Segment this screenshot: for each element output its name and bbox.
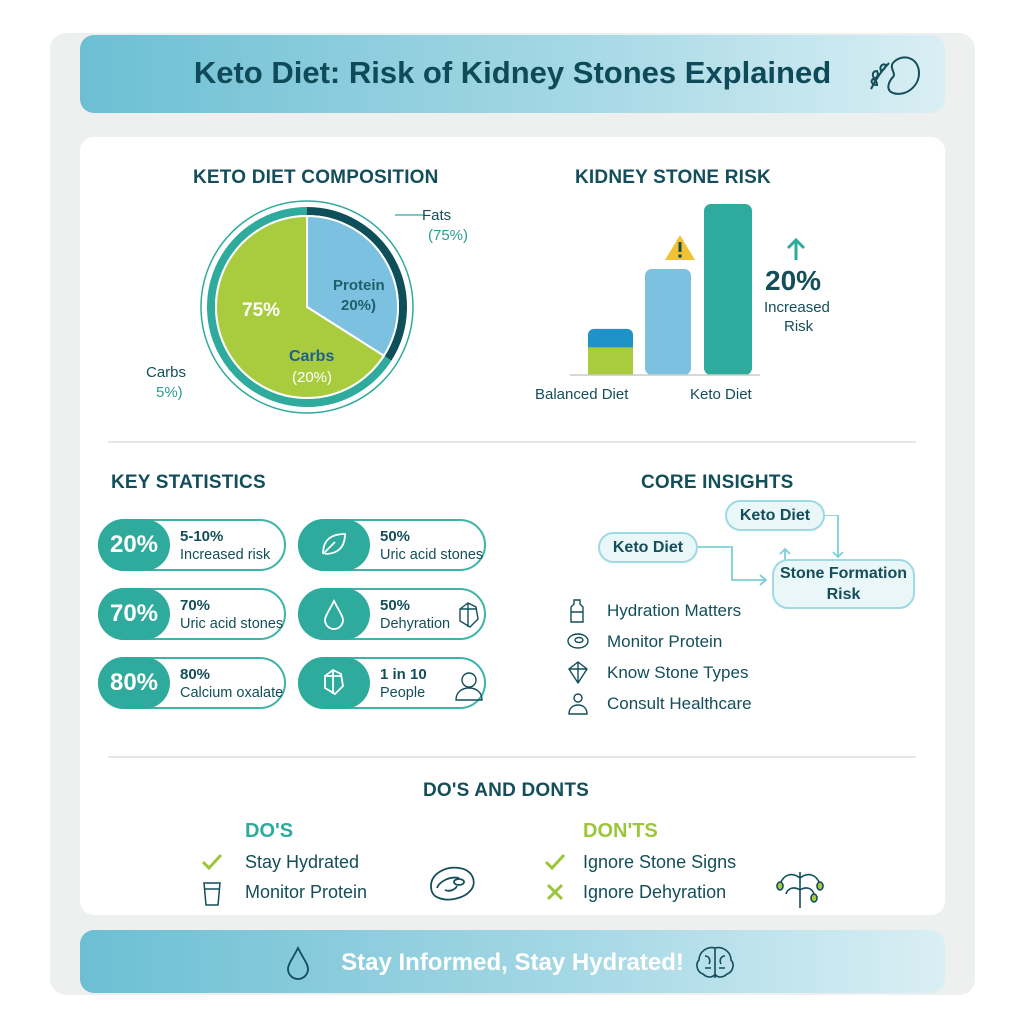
steak-icon [430,866,475,901]
insight-item: Hydration Matters [607,601,742,620]
stat-card: 20% 5-10% Increased risk [98,519,286,571]
crystal-icon [324,668,344,696]
stat-icon-badge [298,588,370,640]
crystal-icon [459,602,479,628]
divider [108,756,916,758]
carbs-outer-value: 5%) [156,384,183,401]
flow-node-keto-diet: Keto Diet [598,532,698,563]
balanced-diet-label: Balanced Diet [535,386,629,403]
stat-value: 50% [380,528,411,545]
stat-label: Calcium oxalate [180,685,284,701]
stat-value: 50% [380,597,411,614]
water-drop-icon [324,598,344,630]
insight-item: Monitor Protein [607,632,723,651]
stat-icon-badge [298,519,370,571]
brain-icon [696,946,734,978]
stat-label: People [380,685,426,701]
stat-label: Increased risk [180,547,271,563]
stat-badge: 20% [98,519,170,571]
protein-value: 20%) [341,297,377,314]
stat-card: 70% 70% Uric acid stones [98,588,286,640]
bar-balanced-diet [588,347,633,375]
pie-ring-segment [207,207,392,407]
dos-title: DO'S [245,820,294,842]
arrow-up-icon [786,237,806,260]
flow-node-keto-diet-2: Keto Diet [725,500,825,531]
warning-icon [665,235,695,260]
doctor-icon [568,693,588,715]
stat-card: 1 in 10 People [298,657,486,709]
stat-badge: 80% [98,657,170,709]
insight-item: Consult Healthcare [607,694,752,713]
header-banner: Keto Diet: Risk of Kidney Stones Explain… [80,35,945,113]
pie-big-value: 75% [242,300,281,321]
donts-item: Ignore Stone Signs [583,852,737,872]
stat-label: Uric acid stones [380,547,484,563]
insights-title: CORE INSIGHTS [641,472,794,493]
stats-title: KEY STATISTICS [111,472,266,493]
leaf-kidney-icon [870,56,921,95]
plant-icon [776,872,824,908]
stat-label: Uric acid stones [180,616,284,632]
water-glass-icon [203,882,221,906]
stat-label: Dehyration [380,616,451,632]
stat-value: 1 in 10 [380,666,427,683]
pie-outer-ring [200,200,414,414]
flow-node-stone-formation-risk: Stone Formation Risk [772,559,915,609]
water-drop-icon [287,946,309,980]
check-icon [544,853,566,871]
divider [108,441,916,443]
dos-item: Stay Hydrated [245,852,360,872]
donts-item: Ignore Dehyration [583,882,727,902]
donts-title: DON'TS [583,820,658,842]
page-title: Keto Diet: Risk of Kidney Stones Explain… [193,55,832,90]
keto-diet-label: Keto Diet [690,386,752,403]
bar-2 [704,204,752,375]
dos-donts-title: DO'S AND DONTS [423,780,590,801]
carbs-inner-label: Carbs [289,348,335,365]
stat-value: 80% [180,666,211,683]
composition-title: KETO DIET COMPOSITION [193,167,439,188]
increase-label-2: Risk [784,318,814,335]
stat-value: 70% [180,597,211,614]
stat-card: 50% Dehyration [298,588,486,640]
person-icon [455,672,483,701]
gem-icon [568,661,588,685]
pie-chart [200,200,425,414]
footer-text: Stay Informed, Stay Hydrated! [341,949,684,976]
stat-badge: 70% [98,588,170,640]
fats-value: (75%) [428,227,469,244]
risk-bar-chart [570,204,760,376]
footer-banner: Stay Informed, Stay Hydrated! [80,930,945,993]
water-bottle-icon [570,599,584,623]
increase-label-1: Increased [764,299,830,316]
leaf-icon [322,533,346,555]
fats-label: Fats [422,207,452,224]
cross-icon [546,883,564,901]
insight-item: Know Stone Types [607,663,749,682]
risk-title: KIDNEY STONE RISK [575,167,771,188]
pie-slice-1 [215,214,386,399]
stat-card: 80% 80% Calcium oxalate [98,657,286,709]
check-icon [201,853,223,871]
carbs-outer-label: Carbs [146,364,187,381]
steak-icon [567,633,589,649]
increase-value: 20% [765,265,822,296]
dos-item: Monitor Protein [245,882,368,902]
pie-ring-segment [306,207,407,361]
carbs-inner-value: (20%) [292,369,333,386]
bar-1 [645,268,691,375]
protein-label: Protein [333,277,385,294]
stat-icon-badge [298,657,370,709]
stat-card: 50% Uric acid stones [298,519,486,571]
stat-value: 5-10% [180,528,224,545]
